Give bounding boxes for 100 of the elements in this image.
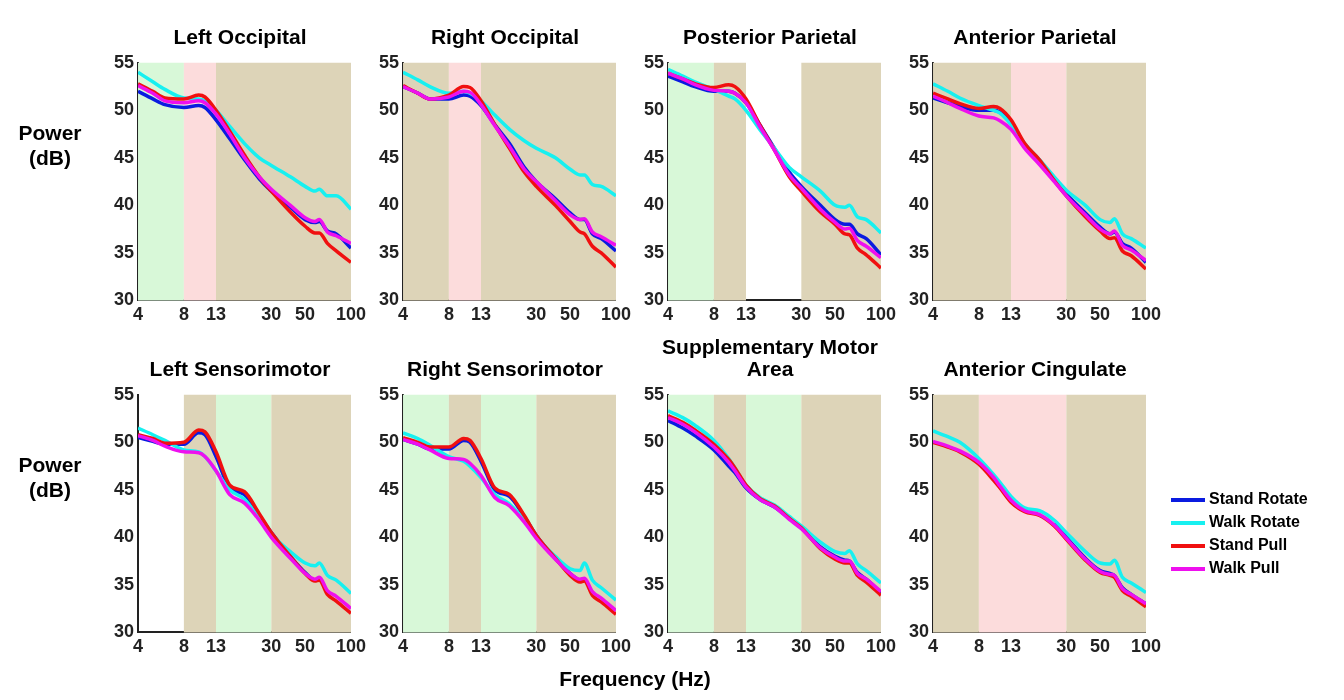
- x-tick-label: 30: [1056, 304, 1077, 325]
- x-tick-label: 30: [526, 636, 547, 657]
- x-tick-label: 8: [708, 636, 719, 657]
- x-tick-label: 100: [600, 304, 632, 325]
- x-tick-label: 50: [1090, 304, 1111, 325]
- y-tick-label: 40: [908, 526, 930, 547]
- y-tick-label: 35: [908, 241, 930, 262]
- y-tick-label: 45: [113, 146, 135, 167]
- x-tick-label: 100: [865, 636, 897, 657]
- y-tick-label: 55: [908, 51, 930, 72]
- chart-title: Left Sensorimotor: [148, 356, 332, 380]
- x-axis-title: Frequency (Hz): [558, 667, 712, 691]
- x-tick-label: 8: [708, 304, 719, 325]
- y-tick-label: 40: [643, 194, 665, 215]
- y-axis-title: Power (dB): [17, 452, 83, 502]
- chart-title: Right Occipital: [429, 24, 581, 48]
- chart-title: Supplementary Motor Area: [661, 334, 879, 380]
- y-tick-label: 30: [643, 621, 665, 642]
- x-tick-label: 100: [1130, 304, 1162, 325]
- y-tick-label: 55: [643, 51, 665, 72]
- y-tick-label: 55: [113, 383, 135, 404]
- x-tick-label: 13: [1000, 636, 1022, 657]
- chart-title: Left Occipital: [172, 24, 308, 48]
- x-tick-label: 50: [1090, 636, 1111, 657]
- y-tick-label: 30: [113, 289, 135, 310]
- y-tick-label: 55: [908, 383, 930, 404]
- chart-title: Anterior Parietal: [952, 24, 1118, 48]
- x-tick-label: 100: [865, 304, 897, 325]
- x-tick-label: 4: [663, 636, 674, 657]
- y-tick-label: 45: [378, 478, 400, 499]
- y-tick-label: 35: [113, 573, 135, 594]
- y-tick-label: 30: [378, 621, 400, 642]
- x-tick-label: 8: [443, 304, 454, 325]
- x-tick-label: 4: [398, 636, 409, 657]
- x-tick-label: 100: [335, 636, 367, 657]
- y-tick-label: 45: [908, 478, 930, 499]
- y-tick-label: 45: [378, 146, 400, 167]
- legend-label: Stand Rotate: [1209, 490, 1308, 507]
- x-tick-label: 100: [600, 636, 632, 657]
- y-tick-label: 35: [378, 573, 400, 594]
- x-tick-label: 4: [928, 304, 939, 325]
- x-tick-label: 8: [443, 636, 454, 657]
- y-tick-label: 35: [908, 573, 930, 594]
- y-tick-label: 50: [908, 99, 930, 120]
- x-tick-label: 50: [825, 636, 846, 657]
- x-tick-label: 50: [825, 304, 846, 325]
- y-tick-label: 50: [643, 99, 665, 120]
- y-tick-label: 55: [113, 51, 135, 72]
- legend-label: Walk Rotate: [1209, 513, 1300, 530]
- x-tick-label: 50: [295, 304, 316, 325]
- y-tick-label: 30: [908, 289, 930, 310]
- y-tick-label: 30: [908, 621, 930, 642]
- y-tick-label: 40: [113, 194, 135, 215]
- y-axis-title: Power (dB): [17, 120, 83, 170]
- y-tick-label: 50: [113, 99, 135, 120]
- y-tick-label: 50: [908, 431, 930, 452]
- y-tick-label: 40: [378, 194, 400, 215]
- x-tick-label: 50: [295, 636, 316, 657]
- x-tick-label: 13: [470, 304, 492, 325]
- y-tick-label: 50: [643, 431, 665, 452]
- x-tick-label: 30: [791, 636, 812, 657]
- chart-title: Anterior Cingulate: [942, 356, 1128, 380]
- y-tick-label: 30: [113, 621, 135, 642]
- y-tick-label: 45: [908, 146, 930, 167]
- y-tick-label: 40: [908, 194, 930, 215]
- y-tick-label: 50: [113, 431, 135, 452]
- y-tick-label: 40: [378, 526, 400, 547]
- x-tick-label: 4: [133, 636, 144, 657]
- x-tick-label: 50: [560, 636, 581, 657]
- x-tick-label: 30: [261, 636, 282, 657]
- y-tick-label: 35: [643, 241, 665, 262]
- x-tick-label: 13: [735, 304, 757, 325]
- y-tick-label: 35: [378, 241, 400, 262]
- y-tick-label: 55: [378, 383, 400, 404]
- y-tick-label: 45: [643, 478, 665, 499]
- x-tick-label: 13: [205, 304, 227, 325]
- y-tick-label: 55: [378, 51, 400, 72]
- x-tick-label: 8: [178, 304, 189, 325]
- x-tick-label: 4: [928, 636, 939, 657]
- y-tick-label: 35: [643, 573, 665, 594]
- x-tick-label: 13: [205, 636, 227, 657]
- x-tick-label: 30: [261, 304, 282, 325]
- y-tick-label: 45: [113, 478, 135, 499]
- x-tick-label: 8: [178, 636, 189, 657]
- x-tick-label: 50: [560, 304, 581, 325]
- y-tick-label: 40: [113, 526, 135, 547]
- legend-label: Stand Pull: [1209, 536, 1288, 553]
- x-tick-label: 4: [398, 304, 409, 325]
- x-tick-label: 4: [133, 304, 144, 325]
- x-tick-label: 30: [1056, 636, 1077, 657]
- chart-title: Right Sensorimotor: [406, 356, 604, 380]
- y-tick-label: 55: [643, 383, 665, 404]
- y-tick-label: 50: [378, 99, 400, 120]
- x-tick-label: 13: [735, 636, 757, 657]
- y-tick-label: 30: [378, 289, 400, 310]
- y-tick-label: 45: [643, 146, 665, 167]
- y-tick-label: 30: [643, 289, 665, 310]
- y-tick-label: 50: [378, 431, 400, 452]
- legend-label: Walk Pull: [1209, 559, 1280, 576]
- y-tick-label: 40: [643, 526, 665, 547]
